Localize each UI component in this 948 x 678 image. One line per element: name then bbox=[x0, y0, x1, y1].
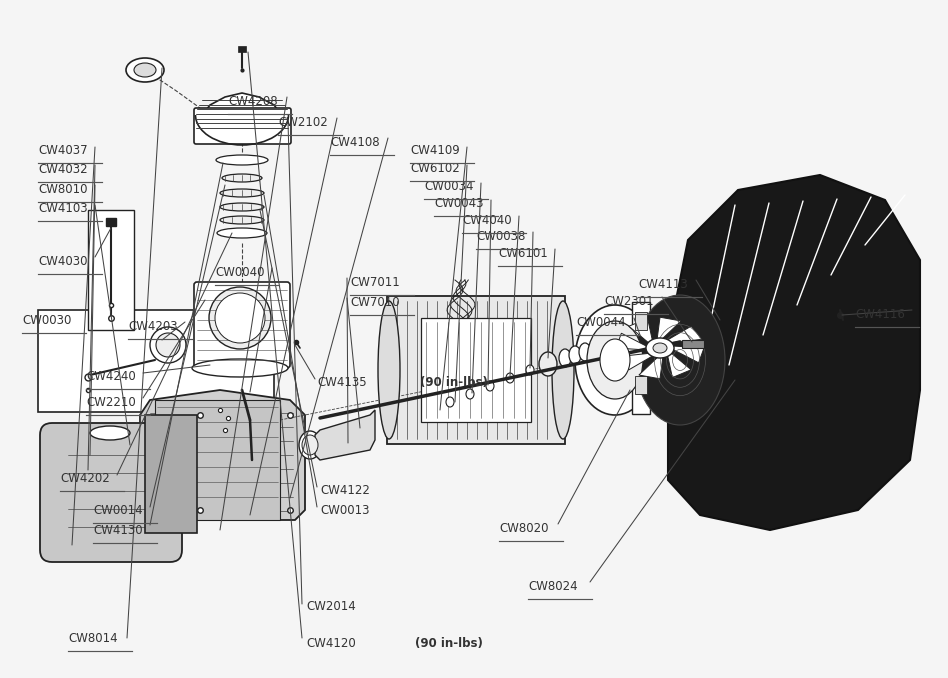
Bar bbox=[145, 415, 197, 533]
Text: CW4109: CW4109 bbox=[410, 144, 460, 157]
Text: CW4103: CW4103 bbox=[38, 202, 87, 215]
Ellipse shape bbox=[653, 343, 667, 353]
FancyBboxPatch shape bbox=[194, 108, 291, 144]
Ellipse shape bbox=[635, 295, 725, 425]
Text: CW0043: CW0043 bbox=[434, 197, 483, 210]
Ellipse shape bbox=[134, 63, 156, 77]
Text: CW0014: CW0014 bbox=[93, 504, 142, 517]
Ellipse shape bbox=[220, 189, 264, 197]
Bar bbox=[635, 376, 647, 394]
Text: CW2014: CW2014 bbox=[306, 600, 356, 613]
Ellipse shape bbox=[539, 352, 557, 376]
Polygon shape bbox=[616, 333, 647, 350]
Ellipse shape bbox=[378, 301, 400, 439]
Bar bbox=[635, 312, 647, 330]
Ellipse shape bbox=[299, 431, 321, 459]
Text: CW0030: CW0030 bbox=[22, 314, 71, 327]
Text: CW4040: CW4040 bbox=[462, 214, 512, 227]
Ellipse shape bbox=[466, 389, 474, 399]
Text: CW0034: CW0034 bbox=[424, 180, 473, 193]
Ellipse shape bbox=[156, 333, 180, 357]
Text: CW6101: CW6101 bbox=[498, 247, 548, 260]
Bar bbox=[38, 310, 274, 412]
Ellipse shape bbox=[569, 346, 581, 364]
Ellipse shape bbox=[220, 203, 264, 211]
Ellipse shape bbox=[559, 349, 571, 367]
Bar bbox=[421, 318, 531, 422]
Bar bbox=[238, 46, 246, 52]
Text: (90 in-lbs): (90 in-lbs) bbox=[420, 376, 488, 389]
Ellipse shape bbox=[302, 435, 318, 455]
Ellipse shape bbox=[222, 174, 262, 182]
Text: CW8024: CW8024 bbox=[528, 580, 577, 593]
Polygon shape bbox=[657, 317, 681, 338]
FancyBboxPatch shape bbox=[194, 282, 290, 368]
Text: CW4203: CW4203 bbox=[128, 320, 177, 333]
Text: CW4208: CW4208 bbox=[228, 95, 278, 108]
Ellipse shape bbox=[587, 321, 643, 399]
Text: CW7010: CW7010 bbox=[350, 296, 400, 309]
Ellipse shape bbox=[575, 305, 655, 415]
Bar bbox=[682, 340, 704, 348]
Polygon shape bbox=[629, 319, 652, 342]
Polygon shape bbox=[195, 93, 289, 140]
Text: CW4032: CW4032 bbox=[38, 163, 87, 176]
Ellipse shape bbox=[446, 397, 454, 407]
Text: CW0040: CW0040 bbox=[215, 266, 264, 279]
Text: CW4113: CW4113 bbox=[638, 278, 687, 291]
Text: CW8010: CW8010 bbox=[38, 183, 87, 196]
Ellipse shape bbox=[526, 365, 534, 375]
Ellipse shape bbox=[506, 373, 514, 383]
Ellipse shape bbox=[215, 293, 265, 343]
Text: CW2210: CW2210 bbox=[86, 396, 136, 409]
Ellipse shape bbox=[486, 381, 494, 391]
Ellipse shape bbox=[216, 155, 268, 165]
Text: CW4202: CW4202 bbox=[60, 472, 110, 485]
Bar bbox=[88, 210, 134, 330]
Ellipse shape bbox=[90, 426, 130, 440]
Polygon shape bbox=[315, 410, 375, 460]
Text: CW4240: CW4240 bbox=[86, 370, 136, 383]
Text: CW4135: CW4135 bbox=[317, 376, 367, 389]
Ellipse shape bbox=[150, 327, 186, 363]
FancyBboxPatch shape bbox=[40, 423, 182, 562]
Text: CW7011: CW7011 bbox=[350, 276, 400, 289]
Ellipse shape bbox=[126, 58, 164, 82]
Polygon shape bbox=[618, 353, 652, 370]
Ellipse shape bbox=[579, 343, 591, 361]
Bar bbox=[632, 302, 650, 414]
Polygon shape bbox=[667, 353, 691, 378]
Text: CW4030: CW4030 bbox=[38, 255, 87, 268]
Text: CW4037: CW4037 bbox=[38, 144, 87, 157]
Polygon shape bbox=[668, 175, 920, 530]
Ellipse shape bbox=[220, 216, 264, 224]
Text: CW4130: CW4130 bbox=[93, 524, 142, 537]
Text: CW6102: CW6102 bbox=[410, 162, 460, 175]
Text: CW2102: CW2102 bbox=[278, 116, 328, 129]
Text: CW8014: CW8014 bbox=[68, 632, 118, 645]
Ellipse shape bbox=[209, 287, 271, 349]
Text: CW4120: CW4120 bbox=[306, 637, 356, 650]
Text: CW8020: CW8020 bbox=[499, 522, 549, 535]
Polygon shape bbox=[140, 390, 305, 520]
Ellipse shape bbox=[217, 228, 267, 238]
Bar bbox=[387, 296, 565, 444]
Polygon shape bbox=[667, 326, 702, 342]
Text: CW0044: CW0044 bbox=[576, 316, 626, 329]
Text: CW0038: CW0038 bbox=[476, 230, 525, 243]
Bar bbox=[106, 218, 116, 226]
Ellipse shape bbox=[192, 359, 288, 377]
Ellipse shape bbox=[646, 338, 674, 358]
Text: (90 in-lbs): (90 in-lbs) bbox=[415, 637, 483, 650]
Bar bbox=[155, 400, 280, 520]
Polygon shape bbox=[674, 346, 704, 363]
Text: CW4108: CW4108 bbox=[330, 136, 379, 149]
Ellipse shape bbox=[600, 339, 630, 381]
Text: CW4122: CW4122 bbox=[320, 484, 370, 497]
Text: CW2301: CW2301 bbox=[604, 295, 653, 308]
Text: CW4116: CW4116 bbox=[855, 308, 905, 321]
Ellipse shape bbox=[552, 301, 574, 439]
Text: CW0013: CW0013 bbox=[320, 504, 370, 517]
Polygon shape bbox=[639, 357, 663, 379]
